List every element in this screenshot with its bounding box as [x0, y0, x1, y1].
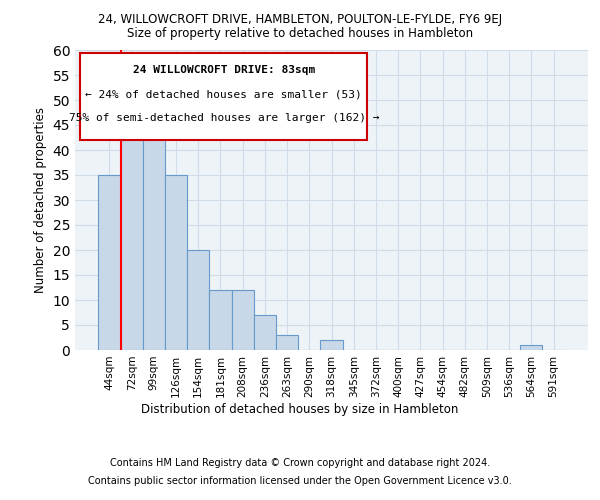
Text: 24 WILLOWCROFT DRIVE: 83sqm: 24 WILLOWCROFT DRIVE: 83sqm: [133, 65, 315, 75]
Text: Contains HM Land Registry data © Crown copyright and database right 2024.: Contains HM Land Registry data © Crown c…: [110, 458, 490, 468]
Bar: [165, 175, 187, 350]
Bar: [187, 250, 209, 350]
Y-axis label: Number of detached properties: Number of detached properties: [34, 107, 47, 293]
Text: Size of property relative to detached houses in Hambleton: Size of property relative to detached ho…: [127, 28, 473, 40]
Bar: [254, 315, 276, 350]
Text: Contains public sector information licensed under the Open Government Licence v3: Contains public sector information licen…: [88, 476, 512, 486]
Bar: [98, 175, 121, 350]
Bar: [320, 340, 343, 350]
Text: ← 24% of detached houses are smaller (53): ← 24% of detached houses are smaller (53…: [85, 89, 362, 99]
FancyBboxPatch shape: [80, 53, 367, 140]
Bar: [121, 115, 143, 350]
Text: Distribution of detached houses by size in Hambleton: Distribution of detached houses by size …: [142, 402, 458, 415]
Text: 24, WILLOWCROFT DRIVE, HAMBLETON, POULTON-LE-FYLDE, FY6 9EJ: 24, WILLOWCROFT DRIVE, HAMBLETON, POULTO…: [98, 12, 502, 26]
Bar: [232, 290, 254, 350]
Text: 75% of semi-detached houses are larger (162) →: 75% of semi-detached houses are larger (…: [68, 113, 379, 123]
Bar: [209, 290, 232, 350]
Bar: [520, 345, 542, 350]
Bar: [276, 335, 298, 350]
Bar: [143, 130, 165, 350]
